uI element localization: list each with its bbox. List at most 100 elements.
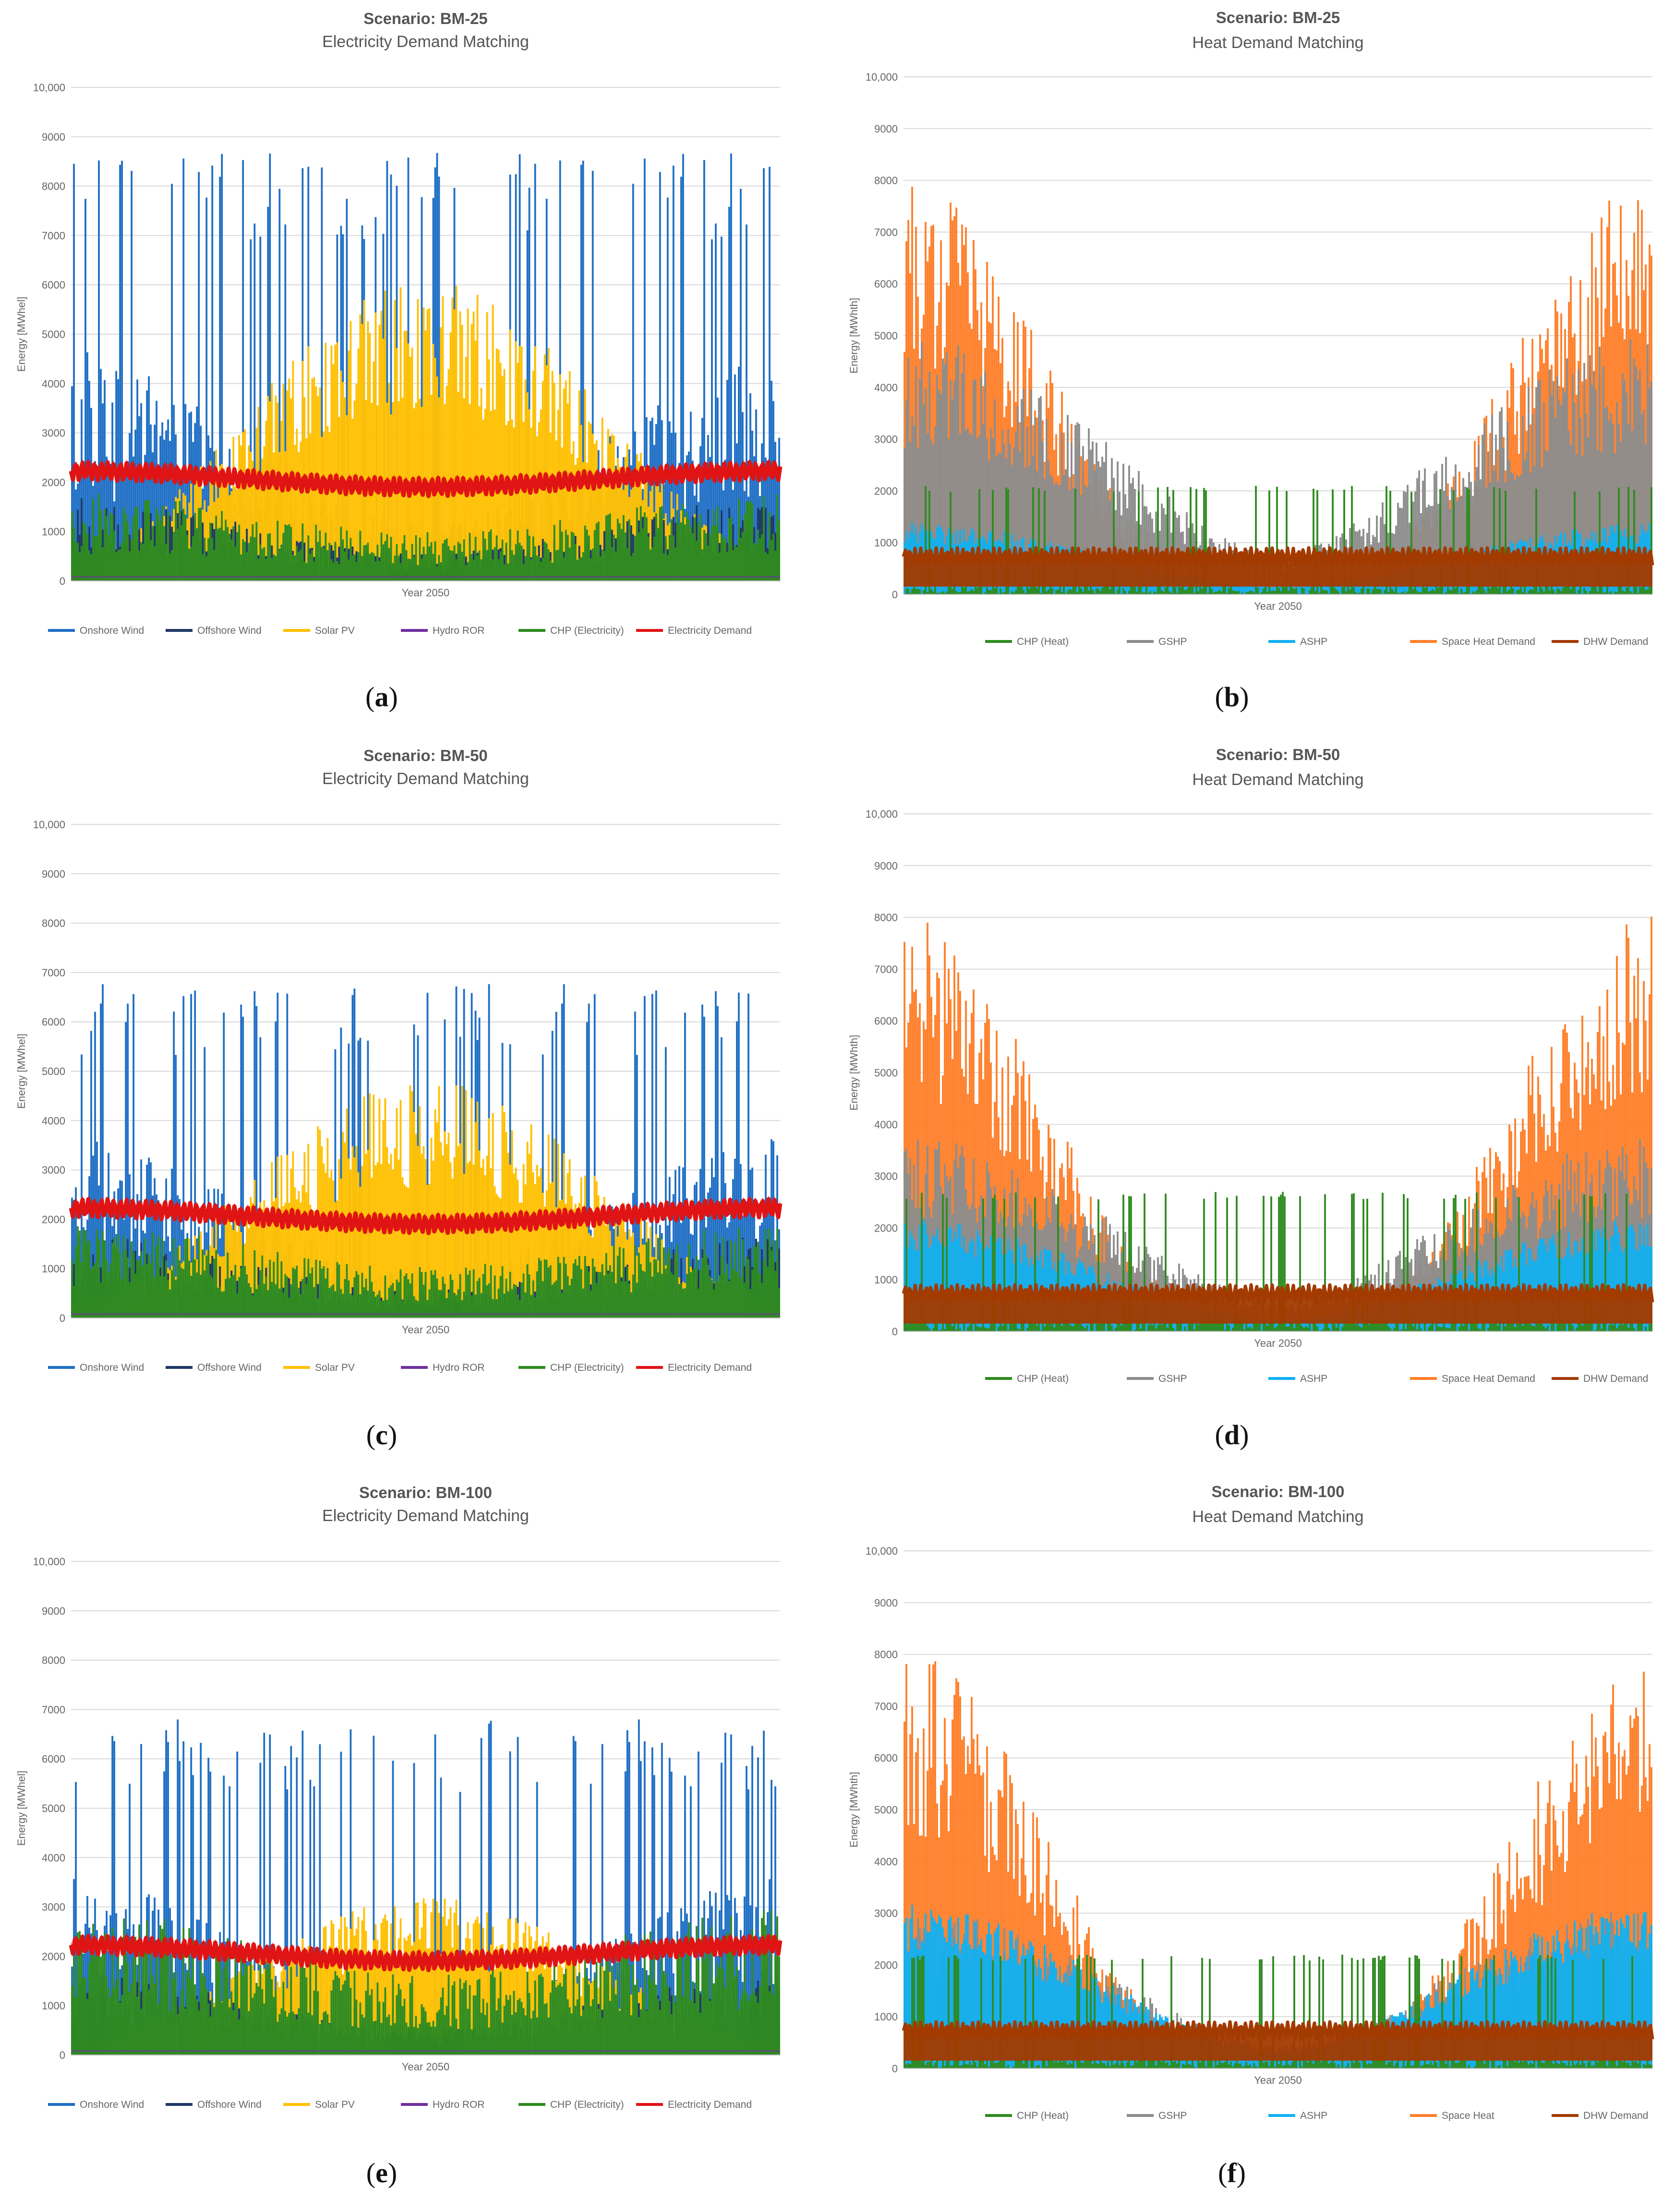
chart-title: Scenario: BM-25 (1216, 9, 1340, 26)
chart-group: Scenario: BM-25 Heat Demand Matching 0 1000… (848, 9, 1654, 647)
legend-label: Hydro ROR (433, 1362, 485, 1373)
y-axis-label: Energy [MWhth] (848, 1772, 860, 1848)
y-tick-label: 3000 (874, 1908, 898, 1920)
y-tick-label: 10,000 (33, 819, 65, 831)
y-tick-label: 6000 (874, 278, 898, 290)
legend-label: Onshore Wind (80, 2099, 144, 2110)
y-tick-label: 4000 (874, 1856, 898, 1868)
subfigure-label-b: (b) (1215, 681, 1249, 713)
y-tick-label: 7000 (42, 1704, 65, 1716)
chart-group: Scenario: BM-50 Electricity Demand Matchi… (15, 747, 783, 1373)
subfigure-label-f: (f) (1218, 2157, 1246, 2188)
y-tick-label: 1000 (42, 526, 65, 538)
x-axis-label: Year 2050 (1254, 1337, 1302, 1349)
y-tick-label: 6000 (874, 1752, 898, 1764)
chart-subtitle: Heat Demand Matching (1192, 34, 1363, 52)
y-tick-label: 9000 (42, 131, 65, 143)
y-tick-label: 8000 (42, 918, 65, 930)
chart-title: Scenario: BM-100 (359, 1484, 492, 1501)
chart-subtitle: Electricity Demand Matching (322, 33, 529, 51)
y-tick-label: 8000 (42, 181, 65, 193)
legend-label: DHW Demand (1583, 2110, 1648, 2121)
y-tick-label: 10,000 (33, 1556, 65, 1568)
y-tick-label: 5000 (874, 330, 898, 342)
chart-title: Scenario: BM-100 (1212, 1483, 1345, 1500)
chart-title: Scenario: BM-50 (1216, 746, 1340, 763)
subfigure-label-c: (c) (366, 1419, 398, 1450)
y-tick-label: 2000 (874, 485, 898, 497)
series-band (904, 548, 1652, 587)
x-axis-label: Year 2050 (1254, 600, 1302, 612)
y-tick-label: 3000 (42, 427, 65, 439)
subfigure-label-a: (a) (365, 681, 398, 713)
y-tick-label: 9000 (874, 123, 898, 135)
legend-label: Offshore Wind (197, 2099, 262, 2110)
y-tick-label: 5000 (874, 1804, 898, 1816)
series-electricity-demand (69, 1932, 783, 1972)
chart-a: Scenario: BM-25 Electricity Demand Matchi… (15, 10, 783, 636)
legend-label: Space Heat Demand (1442, 636, 1535, 647)
chart-title: Scenario: BM-50 (363, 747, 488, 764)
series-chp-heat- (904, 1955, 1652, 2068)
y-tick-label: 6000 (42, 279, 65, 291)
y-tick-label: 3000 (874, 434, 898, 446)
legend-label: ASHP (1300, 1373, 1327, 1384)
legend-label: Electricity Demand (668, 1362, 752, 1373)
chart-subtitle: Heat Demand Matching (1192, 1508, 1363, 1526)
series-bars (904, 1955, 1652, 2068)
y-tick-label: 8000 (874, 1649, 898, 1661)
y-tick-label: 4000 (42, 1115, 65, 1127)
series-chp-electricity- (71, 1226, 780, 1318)
legend-label: Offshore Wind (197, 625, 262, 636)
chart-group: Scenario: BM-100 Electricity Demand Match… (15, 1484, 783, 2110)
chart-e: Scenario: BM-100 Electricity Demand Match… (15, 1484, 783, 2110)
legend-label: Hydro ROR (433, 2099, 485, 2110)
y-tick-label: 9000 (874, 1597, 898, 1609)
y-tick-label: 1000 (874, 1274, 898, 1286)
y-tick-label: 6000 (42, 1016, 65, 1028)
y-tick-label: 3000 (42, 1164, 65, 1176)
legend-label: GSHP (1158, 636, 1187, 647)
y-tick-label: 9000 (42, 1605, 65, 1617)
series-dhw-demand (902, 546, 1654, 587)
legend-label: Solar PV (315, 1362, 355, 1373)
legend-label: Solar PV (315, 625, 355, 636)
chart-title: Scenario: BM-25 (363, 10, 488, 27)
chart-d: Scenario: BM-50 Heat Demand Matching 0 1000… (848, 746, 1654, 1384)
legend-label: Onshore Wind (80, 625, 144, 636)
chart-f: Scenario: BM-100 Heat Demand Matching 0 100… (848, 1483, 1654, 2121)
y-tick-label: 0 (892, 2063, 898, 2075)
y-tick-label: 0 (892, 589, 898, 601)
legend-label: Offshore Wind (197, 1362, 262, 1373)
y-tick-label: 2000 (42, 476, 65, 488)
legend-label: CHP (Electricity) (550, 2099, 624, 2110)
legend-label: Space Heat Demand (1442, 1373, 1535, 1384)
y-tick-label: 7000 (874, 963, 898, 975)
y-tick-label: 1000 (874, 537, 898, 549)
legend-label: GSHP (1158, 1373, 1187, 1384)
y-axis-label: Energy [MWhth] (848, 298, 860, 374)
series-chp-electricity- (71, 493, 780, 581)
y-tick-label: 2000 (874, 1222, 898, 1234)
subfigure-label-e: (e) (366, 2157, 398, 2188)
legend-label: GSHP (1158, 2110, 1187, 2121)
y-tick-label: 4000 (874, 1119, 898, 1131)
y-tick-label: 10,000 (866, 1545, 898, 1557)
series-band (71, 1195, 780, 1230)
x-axis-label: Year 2050 (402, 587, 450, 599)
chart-group: Scenario: BM-50 Heat Demand Matching 0 1000… (848, 746, 1654, 1384)
y-tick-label: 8000 (42, 1655, 65, 1667)
y-axis-label: Energy [MWhel] (15, 1034, 27, 1109)
y-tick-label: 7000 (874, 226, 898, 238)
y-tick-label: 4000 (42, 378, 65, 390)
x-axis-label: Year 2050 (402, 1324, 450, 1336)
series-dhw-demand (902, 2020, 1654, 2061)
y-tick-label: 9000 (874, 860, 898, 872)
legend-label: Hydro ROR (433, 625, 485, 636)
y-tick-label: 1000 (42, 2000, 65, 2012)
y-tick-label: 9000 (42, 868, 65, 880)
x-axis-label: Year 2050 (1254, 2074, 1302, 2086)
y-tick-label: 7000 (874, 1700, 898, 1712)
y-tick-label: 10,000 (866, 808, 898, 820)
chart-c: Scenario: BM-50 Electricity Demand Matchi… (15, 747, 783, 1373)
